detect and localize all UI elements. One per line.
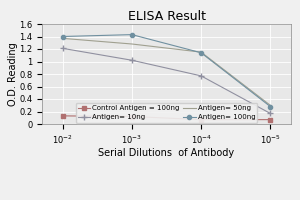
Antigen= 10ng xyxy=(199,75,203,77)
Line: Antigen= 10ng: Antigen= 10ng xyxy=(60,46,273,116)
Title: ELISA Result: ELISA Result xyxy=(128,10,206,23)
Antigen= 50ng xyxy=(199,51,203,53)
Control Antigen = 100ng xyxy=(61,115,64,117)
Antigen= 100ng xyxy=(130,33,134,36)
Y-axis label: O.D. Reading: O.D. Reading xyxy=(8,42,18,106)
Antigen= 10ng xyxy=(61,47,64,50)
Line: Control Antigen = 100ng: Control Antigen = 100ng xyxy=(61,114,272,122)
Antigen= 100ng xyxy=(61,35,64,38)
X-axis label: Serial Dilutions  of Antibody: Serial Dilutions of Antibody xyxy=(98,148,235,158)
Legend: Control Antigen = 100ng, Antigen= 10ng, Antigen= 50ng, Antigen= 100ng: Control Antigen = 100ng, Antigen= 10ng, … xyxy=(76,103,257,123)
Line: Antigen= 50ng: Antigen= 50ng xyxy=(63,38,270,105)
Antigen= 10ng xyxy=(268,112,272,115)
Antigen= 10ng xyxy=(130,59,134,61)
Line: Antigen= 100ng: Antigen= 100ng xyxy=(61,33,272,109)
Antigen= 50ng xyxy=(61,37,64,40)
Antigen= 50ng xyxy=(268,104,272,106)
Control Antigen = 100ng xyxy=(268,118,272,121)
Antigen= 100ng xyxy=(268,105,272,108)
Antigen= 100ng xyxy=(199,52,203,54)
Antigen= 50ng xyxy=(130,43,134,45)
Control Antigen = 100ng xyxy=(199,118,203,121)
Control Antigen = 100ng xyxy=(130,115,134,118)
